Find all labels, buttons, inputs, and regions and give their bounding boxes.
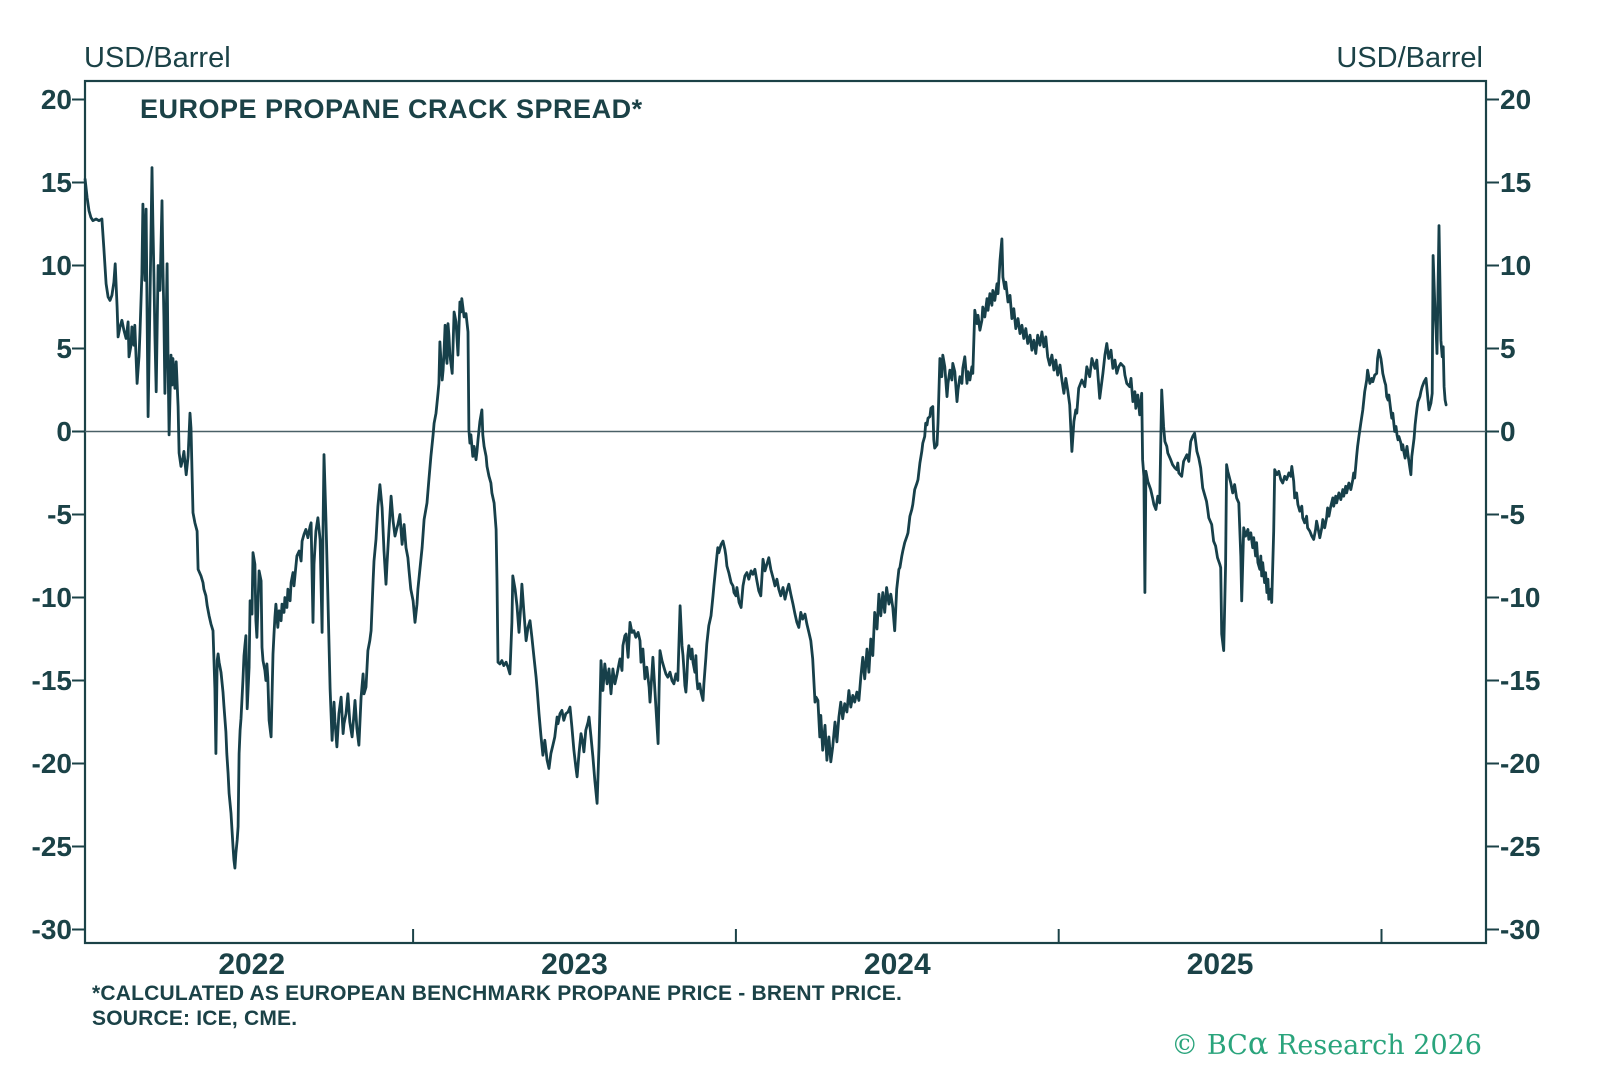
y-axis-tick-label-left: 15 — [40, 166, 72, 198]
y-axis-tick-label-right: -10 — [1500, 581, 1541, 613]
crack-spread-line — [83, 166, 1448, 870]
x-axis-year-label: 2022 — [218, 948, 286, 981]
y-axis-tick-label-left: 5 — [56, 332, 72, 364]
y-axis-tick-label-left: -25 — [31, 830, 72, 862]
x-axis-year-label: 2024 — [863, 948, 931, 981]
footnote-line-1: *CALCULATED AS EUROPEAN BENCHMARK PROPAN… — [92, 982, 903, 1005]
y-axis-tick-label-left: -15 — [31, 664, 72, 696]
y-axis-tick-label-left: -20 — [31, 747, 72, 779]
y-axis-tick-label-right: 0 — [1500, 415, 1516, 447]
y-axis-tick-label-right: 20 — [1500, 83, 1532, 115]
chart-footnotes: *CALCULATED AS EUROPEAN BENCHMARK PROPAN… — [92, 981, 902, 1031]
plot-border — [83, 79, 1488, 945]
x-axis-year-label: 2023 — [541, 948, 608, 981]
y-axis-unit-left: USD/Barrel — [84, 42, 231, 74]
y-axis-tick-label-left: -30 — [31, 913, 72, 945]
copyright-suffix: Research 2026 — [1268, 1030, 1482, 1061]
y-axis-tick-label-right: -5 — [1500, 498, 1525, 530]
y-axis-tick-label-left: 20 — [40, 83, 72, 115]
y-axis-tick-label-right: -30 — [1500, 913, 1541, 945]
copyright-prefix: © BC — [1171, 1030, 1248, 1061]
y-axis-tick-label-right: 15 — [1500, 166, 1532, 198]
y-axis-tick-label-right: -20 — [1500, 747, 1541, 779]
y-axis-tick-label-left: 10 — [40, 249, 72, 281]
footnote-line-2: SOURCE: ICE, CME. — [92, 1007, 298, 1030]
bca-alpha-glyph: α — [1247, 1027, 1269, 1062]
x-axis-year-label: 2025 — [1186, 948, 1254, 981]
bca-research-copyright: © BCα Research 2026 — [1171, 1027, 1482, 1062]
y-axis-unit-right: USD/Barrel — [1336, 42, 1483, 74]
y-axis-tick-label-right: -25 — [1500, 830, 1541, 862]
y-axis-tick-label-left: 0 — [56, 415, 72, 447]
y-axis-tick-label-right: 5 — [1500, 332, 1516, 364]
y-axis-tick-label-left: -5 — [47, 498, 72, 530]
y-axis-tick-label-right: -15 — [1500, 664, 1541, 696]
chart-title: EUROPE PROPANE CRACK SPREAD* — [140, 94, 643, 124]
y-axis-tick-label-left: -10 — [31, 581, 72, 613]
y-axis-tick-label-right: 10 — [1500, 249, 1532, 281]
